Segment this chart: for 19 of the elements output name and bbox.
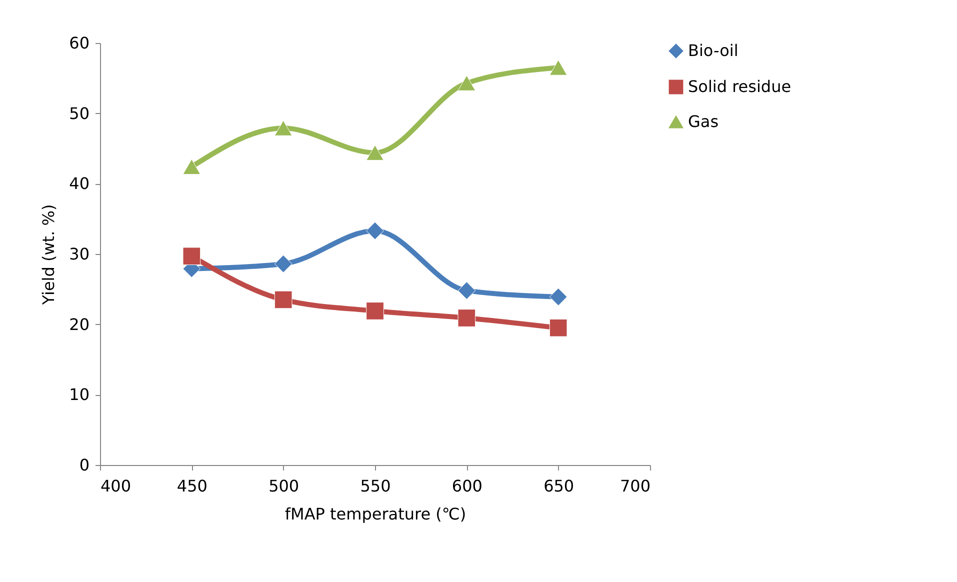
x-axis-title: fMAP temperature (℃) bbox=[284, 504, 466, 524]
x-tick-label: 650 bbox=[544, 476, 574, 496]
y-tick-label: 40 bbox=[69, 174, 90, 194]
x-tick-label: 550 bbox=[360, 476, 391, 496]
y-axis-title: Yield (wt. %) bbox=[39, 204, 58, 306]
y-tick-label: 0 bbox=[79, 456, 90, 474]
y-tick-label: 20 bbox=[69, 314, 90, 334]
x-tick-label: 450 bbox=[176, 476, 208, 496]
x-tick-label: 700 bbox=[620, 476, 650, 496]
y-tick-label: 10 bbox=[69, 385, 90, 404]
y-tick-label: 60 bbox=[69, 34, 90, 52]
x-tick-label: 400 bbox=[100, 476, 132, 496]
legend-label: Solid residue bbox=[688, 77, 792, 96]
x-tick-label: 600 bbox=[452, 476, 482, 496]
x-tick-label: 500 bbox=[268, 476, 300, 496]
legend-label: Bio-oil bbox=[688, 41, 738, 60]
y-tick-label: 50 bbox=[69, 104, 90, 123]
y-tick-label: 30 bbox=[69, 244, 90, 264]
legend-label: Gas bbox=[688, 112, 719, 131]
